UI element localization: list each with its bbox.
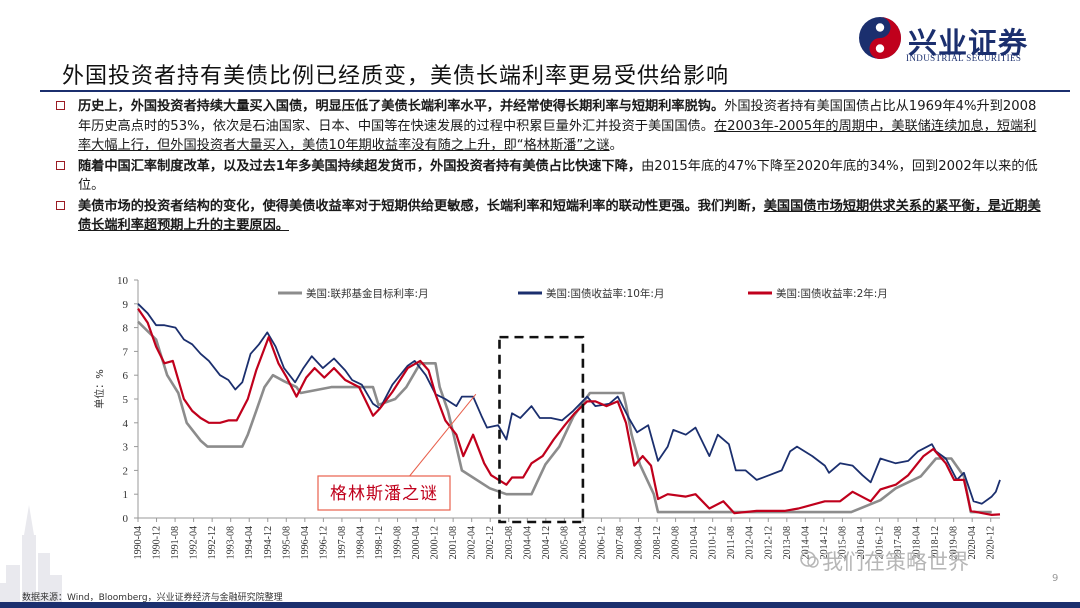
x-tick-label: 2018-12 — [930, 526, 941, 559]
y-tick-label: 10 — [117, 275, 129, 287]
wechat-watermark-icon — [800, 551, 819, 568]
x-tick-label: 1995-08 — [281, 526, 292, 559]
y-tick-label: 3 — [123, 442, 129, 454]
bullet-underlined-text: 美国国债市场短期供求关系的紧平衡，是近期美债长端利率超预期上升的主要原因。 — [78, 198, 1041, 234]
y-tick-label: 6 — [123, 370, 129, 382]
y-tick-label: 5 — [123, 394, 129, 406]
legend-label-fed_funds: 美国:联邦基金目标利率:月 — [306, 287, 429, 300]
page-number: 9 — [1052, 573, 1059, 584]
x-tick-label: 2007-08 — [615, 526, 626, 559]
bullet-item: 随着中国汇率制度改革，以及过去1年多美国持续超发货币，外国投资者持有美债占比快速… — [56, 157, 1046, 196]
x-tick-label: 2017-08 — [893, 526, 904, 559]
footer-bar — [0, 602, 1080, 608]
bullet-square-icon — [56, 101, 65, 110]
bullet-underlined-text: 在2003年-2005年的周期中，美联储连续加息，短端利率大幅上行，但外国投资者… — [78, 118, 1037, 154]
watermark-text: 我们在策略世界 — [822, 550, 969, 574]
bullet-text: 由2015年底的47%下降至2020年底的34%，回到2002年以来的低位。 — [78, 158, 1038, 194]
y-tick-label: 0 — [123, 513, 129, 525]
bullet-square-icon — [56, 200, 65, 210]
x-tick-label: 1994-12 — [263, 526, 274, 559]
x-tick-label: 2014-04 — [800, 526, 811, 559]
x-tick-label: 2012-12 — [763, 526, 774, 559]
bullet-item: 历史上，外国投资者持续大量买入国债，明显压低了美债长端利率水平，并经常使得长期利… — [56, 97, 1046, 156]
x-tick-label: 2018-04 — [912, 526, 923, 559]
legend-label-us10y: 美国:国债收益率:10年:月 — [546, 287, 664, 300]
y-tick-label: 8 — [123, 323, 129, 335]
bullet-bold-text: 历史上，外国投资者持续大量买入国债，明显压低了美债长端利率水平，并经常使得长期利… — [78, 99, 725, 114]
brand-name-en: INDUSTRIAL SECURITIES — [906, 53, 1022, 63]
x-tick-label: 2009-08 — [671, 526, 682, 559]
x-tick-label: 2005-08 — [559, 526, 570, 559]
x-tick-label: 2010-12 — [708, 526, 719, 559]
x-tick-label: 1993-08 — [226, 526, 237, 559]
x-tick-label: 1990-12 — [152, 526, 163, 559]
y-tick-label: 1 — [123, 489, 129, 501]
x-tick-label: 2020-12 — [986, 526, 997, 559]
x-tick-label: 2000-12 — [430, 526, 441, 559]
bullet-list: 历史上，外国投资者持续大量买入国债，明显压低了美债长端利率水平，并经常使得长期利… — [56, 97, 1046, 237]
bullet-square-icon — [56, 160, 65, 170]
source-note: 数据来源：Wind，Bloomberg，兴业证券经济与金融研究院整理 — [22, 593, 283, 603]
x-tick-label: 2002-04 — [467, 526, 478, 559]
title-divider — [40, 90, 1070, 92]
bullet-tail: 。 — [609, 138, 623, 153]
bullet-bold-text: 随着中国汇率制度改革，以及过去1年多美国持续超发货币，外国投资者持有美债占比快速… — [78, 158, 642, 174]
page-title: 外国投资者持有美债比例已经质变，美债长端利率更易受供给影响 — [62, 64, 730, 89]
x-tick-label: 1990-04 — [133, 526, 144, 559]
x-tick-label: 1998-04 — [355, 526, 366, 559]
x-tick-label: 2004-04 — [522, 526, 533, 559]
y-tick-label: 4 — [123, 418, 129, 430]
callout-label: 格林斯潘之谜 — [330, 484, 438, 504]
x-tick-label: 2006-04 — [578, 526, 589, 559]
x-tick-label: 1999-08 — [393, 526, 404, 559]
series-line-us2y — [137, 307, 1001, 516]
x-tick-label: 1996-12 — [318, 526, 329, 559]
y-axis-label: 单位：% — [93, 369, 106, 409]
x-tick-label: 2020-04 — [967, 526, 978, 559]
brand-logo: 兴业证券 INDUSTRIAL SECURITIES — [858, 14, 1068, 64]
x-tick-label: 2003-08 — [504, 526, 515, 559]
y-tick-label: 2 — [123, 465, 129, 477]
x-tick-label: 1992-12 — [207, 526, 218, 559]
x-tick-label: 2013-08 — [782, 526, 793, 559]
series-line-fed_funds — [137, 320, 992, 514]
x-tick-label: 2019-08 — [949, 526, 960, 559]
x-tick-label: 2008-12 — [652, 526, 663, 559]
x-tick-label: 1991-08 — [170, 526, 181, 559]
x-tick-label: 2011-08 — [726, 526, 737, 559]
x-tick-label: 2010-04 — [689, 526, 700, 559]
bullet-bold-text: 美债市场的投资者结构的变化，使得美债收益率对于短期供给更敏感，长端利率和短端利率… — [78, 198, 764, 214]
x-tick-label: 2002-12 — [485, 526, 496, 559]
x-tick-label: 1998-12 — [374, 526, 385, 559]
x-tick-label: 2016-04 — [856, 526, 867, 559]
y-tick-label: 7 — [123, 346, 129, 358]
callout-pointer — [407, 393, 477, 479]
x-tick-label: 1997-08 — [337, 526, 348, 559]
legend-label-us2y: 美国:国债收益率:2年:月 — [776, 287, 888, 300]
x-tick-label: 2008-04 — [634, 526, 645, 559]
callout-box — [317, 475, 451, 511]
x-tick-label: 2016-12 — [875, 526, 886, 559]
brand-emblem-icon — [859, 17, 901, 59]
x-tick-label: 2012-04 — [745, 526, 756, 559]
x-tick-label: 1994-04 — [244, 526, 255, 559]
x-tick-label: 2015-08 — [837, 526, 848, 559]
brand-name-cn: 兴业证券 — [908, 26, 1029, 60]
rates-line-chart: 0 1 2 3 4 5 6 7 8 9 10 单位：% 1990-04 1990-12 1991-08 199… — [93, 275, 1001, 559]
x-tick-label: 2001-08 — [448, 526, 459, 559]
x-tick-label: 1996-04 — [300, 526, 311, 559]
x-tick-label: 2014-12 — [819, 526, 830, 559]
city-skyline-decoration — [0, 505, 62, 605]
x-tick-label: 2006-12 — [596, 526, 607, 559]
bullet-text: 外国投资者持有美国国债占比从1969年4%升到2008年历史高点时的53%，依次… — [78, 99, 1037, 134]
x-tick-label: 2004-12 — [541, 526, 552, 559]
y-tick-label: 9 — [123, 299, 129, 311]
series-line-us10y — [137, 303, 1001, 505]
bullet-item: 美债市场的投资者结构的变化，使得美债收益率对于短期供给更敏感，长端利率和短端利率… — [56, 197, 1046, 236]
x-tick-label: 2000-04 — [411, 526, 422, 559]
x-tick-label: 1992-04 — [189, 526, 200, 559]
